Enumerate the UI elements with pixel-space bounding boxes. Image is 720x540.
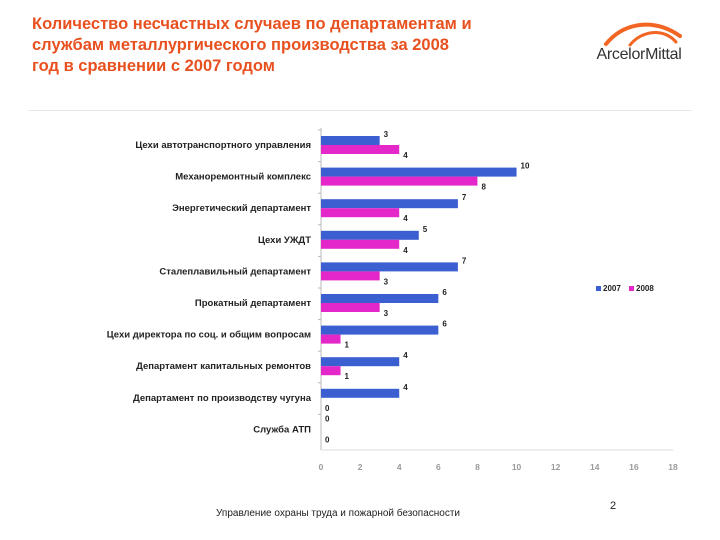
header-divider bbox=[28, 110, 692, 111]
legend-swatch-2008 bbox=[629, 286, 634, 291]
bar-2007 bbox=[321, 199, 458, 209]
value-label-2008: 1 bbox=[345, 341, 350, 350]
value-label-2007: 7 bbox=[462, 256, 467, 265]
value-label-2008: 8 bbox=[481, 183, 486, 192]
value-label-2007: 4 bbox=[403, 351, 408, 360]
value-label-2007: 7 bbox=[462, 193, 467, 202]
value-label-2008: 0 bbox=[325, 435, 330, 444]
category-label: Цехи автотранспортного управления bbox=[135, 140, 311, 151]
x-tick-label: 12 bbox=[551, 462, 561, 472]
category-label: Сталеплавильный департамент bbox=[159, 266, 311, 277]
x-tick-label: 4 bbox=[397, 462, 402, 472]
category-label: Прокатный департамент bbox=[195, 298, 311, 309]
bar-2007 bbox=[321, 294, 439, 303]
legend-label-2007: 2007 bbox=[603, 284, 621, 293]
value-label-2008: 3 bbox=[384, 277, 389, 286]
bar-2008 bbox=[321, 208, 400, 218]
bar-2008 bbox=[321, 334, 341, 344]
page-title: Количество несчастных случаев по департа… bbox=[32, 15, 472, 75]
bar-2008 bbox=[321, 303, 380, 312]
value-label-2008: 4 bbox=[403, 151, 408, 160]
value-label-2007: 5 bbox=[423, 225, 428, 234]
brand-logo: ArcelorMittal bbox=[584, 14, 694, 70]
x-tick-label: 2 bbox=[358, 462, 363, 472]
bar-2007 bbox=[321, 388, 400, 398]
value-label-2008: 3 bbox=[384, 309, 389, 318]
category-label: Цехи УЖДТ bbox=[258, 235, 311, 246]
page-number: 2 bbox=[610, 500, 617, 512]
legend-swatch-2007 bbox=[596, 286, 601, 291]
x-tick-label: 16 bbox=[629, 462, 639, 472]
category-label: Служба АТП bbox=[253, 424, 311, 435]
x-tick-label: 6 bbox=[436, 462, 441, 472]
x-tick-label: 18 bbox=[668, 462, 678, 472]
category-label: Механоремонтный комплекс bbox=[175, 172, 311, 183]
value-label-2007: 6 bbox=[442, 320, 447, 329]
bar-2008 bbox=[321, 271, 380, 281]
bar-2008 bbox=[321, 145, 400, 154]
bar-2007 bbox=[321, 262, 458, 272]
value-label-2008: 4 bbox=[403, 214, 408, 223]
value-label-2007: 0 bbox=[325, 414, 330, 423]
bar-2008 bbox=[321, 176, 478, 186]
category-label: Департамент по производству чугуна bbox=[133, 393, 312, 404]
x-tick-label: 14 bbox=[590, 462, 600, 472]
bar-2007 bbox=[321, 136, 380, 145]
legend-label-2008: 2008 bbox=[636, 284, 654, 293]
value-label-2007: 4 bbox=[403, 383, 408, 392]
logo-swoosh-icon bbox=[604, 22, 682, 47]
value-label-2008: 1 bbox=[345, 372, 350, 381]
x-tick-label: 10 bbox=[512, 462, 522, 472]
bar-2007 bbox=[321, 325, 439, 335]
logo-text: ArcelorMittal bbox=[596, 46, 682, 63]
bar-2008 bbox=[321, 366, 341, 376]
value-label-2008: 4 bbox=[403, 246, 408, 255]
category-label: Энергетический департамент bbox=[172, 203, 311, 214]
bar-2008 bbox=[321, 239, 400, 249]
bar-chart: Цехи автотранспортного управления 3 4 Механ… bbox=[107, 128, 678, 472]
value-label-2008: 0 bbox=[325, 404, 330, 413]
footer-text: Управление охраны труда и пожарной безоп… bbox=[216, 508, 461, 519]
x-tick-label: 8 bbox=[475, 462, 480, 472]
bar-2007 bbox=[321, 167, 517, 177]
bar-2007 bbox=[321, 357, 400, 367]
x-tick-label: 0 bbox=[319, 462, 324, 472]
category-label: Департамент капитальных ремонтов bbox=[136, 361, 311, 372]
value-label-2007: 3 bbox=[384, 130, 389, 139]
value-label-2007: 6 bbox=[442, 288, 447, 297]
bar-2007 bbox=[321, 230, 419, 240]
value-label-2007: 10 bbox=[521, 162, 530, 171]
category-label: Цехи директора по соц. и общим вопросам bbox=[107, 330, 311, 341]
